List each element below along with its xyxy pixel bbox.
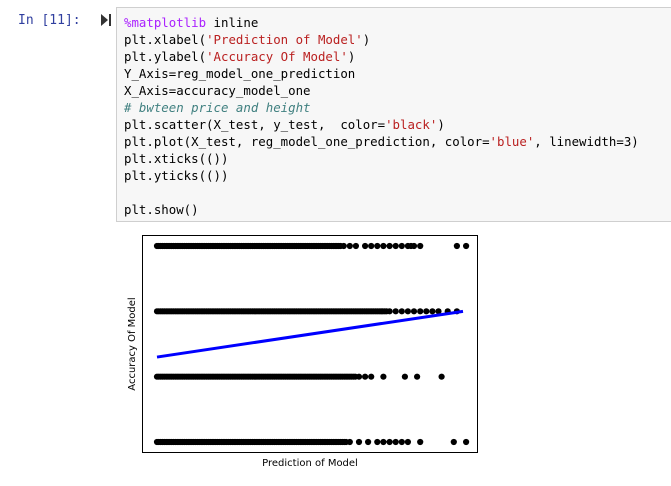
scatter-point xyxy=(386,242,393,250)
code-line: %matplotlib inline xyxy=(124,14,639,31)
code-cell-input[interactable]: %matplotlib inline plt.xlabel('Prediction… xyxy=(116,7,671,222)
code-line: Y_Axis=reg_model_one_prediction xyxy=(124,65,639,82)
code-line: plt.show() xyxy=(124,201,639,218)
scatter-point xyxy=(374,242,381,250)
scatter-point xyxy=(355,373,363,380)
code-token: %matplotlib xyxy=(124,15,207,30)
code-token: inline xyxy=(206,15,259,30)
code-token: X_Axis=accuracy_model_one xyxy=(124,83,311,98)
y-axis-label: Accuracy Of Model xyxy=(127,297,138,390)
cell-output-area: Prediction of Model Accuracy Of Model xyxy=(116,228,671,486)
scatter-point xyxy=(414,373,421,380)
code-token: 'Accuracy Of Model' xyxy=(206,49,348,64)
scatter-point xyxy=(417,242,424,250)
scatter-point xyxy=(417,308,424,315)
x-axis-label: Prediction of Model xyxy=(262,458,358,469)
scatter-point xyxy=(386,438,393,446)
code-line: plt.scatter(X_test, y_test, color='black… xyxy=(124,116,639,133)
code-token: 'blue' xyxy=(489,134,535,149)
scatter-point xyxy=(380,242,387,250)
code-line: plt.ylabel('Accuracy Of Model') xyxy=(124,48,639,65)
code-line: X_Axis=accuracy_model_one xyxy=(124,82,639,99)
code-editor[interactable]: %matplotlib inline plt.xlabel('Prediction… xyxy=(124,14,639,218)
scatter-point xyxy=(398,308,405,315)
scatter-point xyxy=(362,242,369,250)
code-line: plt.xticks(()) xyxy=(124,150,639,167)
scatter-point xyxy=(340,242,347,250)
scatter-point xyxy=(380,438,387,446)
code-token: ) xyxy=(362,32,371,47)
code-token: ) xyxy=(437,117,445,132)
code-token: plt.plot(X_test, reg_model_one_predictio… xyxy=(124,134,490,149)
scatter-point xyxy=(365,438,372,446)
regression-line xyxy=(156,309,464,359)
scatter-point xyxy=(429,308,436,315)
scatter-plot: Prediction of Model Accuracy Of Model xyxy=(127,235,478,469)
scatter-point xyxy=(423,308,430,315)
scatter-point xyxy=(463,438,470,446)
scatter-point xyxy=(450,438,457,446)
scatter-point xyxy=(352,242,359,250)
code-line: plt.xlabel('Prediction of Model') xyxy=(124,31,639,48)
cell-prompt: In [11]: xyxy=(18,13,81,28)
code-token: plt.xlabel( xyxy=(124,32,207,47)
code-token: plt.show() xyxy=(124,202,199,217)
scatter-point xyxy=(398,438,405,446)
scatter-point xyxy=(392,438,399,446)
code-token: plt.ylabel( xyxy=(124,49,207,64)
scatter-point xyxy=(463,242,470,250)
code-line: plt.plot(X_test, reg_model_one_predictio… xyxy=(124,133,639,150)
code-token: ) xyxy=(347,49,356,64)
scatter-point xyxy=(453,242,460,250)
plot-axes-frame xyxy=(142,235,478,453)
scatter-point xyxy=(368,242,375,250)
code-token: plt.yticks(()) xyxy=(124,168,229,183)
scatter-point xyxy=(355,438,363,446)
code-line: # bwteen price and height xyxy=(124,99,639,116)
scatter-point xyxy=(374,438,381,446)
scatter-point xyxy=(404,438,411,446)
scatter-point xyxy=(410,308,418,315)
code-token: # bwteen price and height xyxy=(124,100,311,115)
code-line: plt.yticks(()) xyxy=(124,167,639,184)
scatter-point xyxy=(410,242,418,250)
scatter-point xyxy=(401,373,408,380)
scatter-point xyxy=(392,308,399,315)
scatter-point xyxy=(346,242,353,250)
scatter-point xyxy=(404,308,411,315)
code-token: 'black' xyxy=(385,117,438,132)
code-token: plt.scatter(X_test, y_test, color= xyxy=(124,117,386,132)
code-token: plt.xticks(()) xyxy=(124,151,229,166)
scatter-point xyxy=(392,242,399,250)
code-token: , linewidth=3) xyxy=(534,134,639,149)
scatter-point xyxy=(368,373,375,380)
code-token: 'Prediction of Model' xyxy=(206,32,363,47)
run-cell-icon[interactable] xyxy=(101,14,111,26)
scatter-point xyxy=(435,308,442,315)
scatter-point xyxy=(362,373,369,380)
scatter-point xyxy=(438,373,445,380)
scatter-point xyxy=(386,308,393,315)
scatter-point xyxy=(380,373,387,380)
scatter-point xyxy=(417,438,424,446)
code-line xyxy=(124,184,639,201)
code-token: Y_Axis=reg_model_one_prediction xyxy=(124,66,356,81)
scatter-point xyxy=(398,242,405,250)
scatter-point xyxy=(346,438,353,446)
